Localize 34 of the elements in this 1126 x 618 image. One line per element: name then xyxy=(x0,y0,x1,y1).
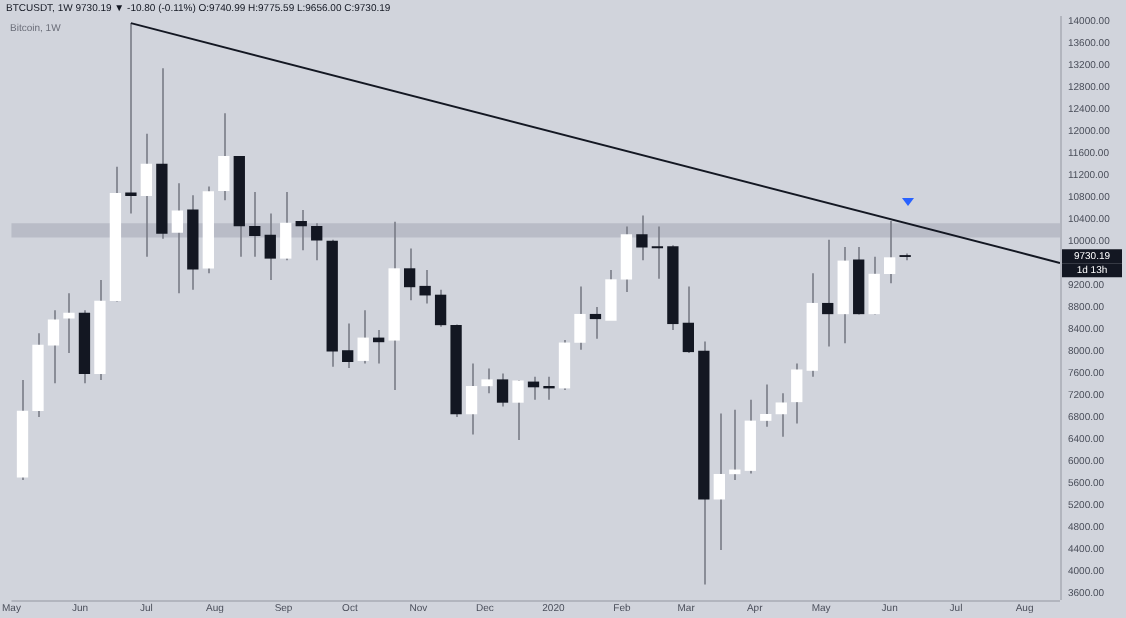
candlestick xyxy=(280,191,292,261)
candlestick xyxy=(481,367,493,395)
candlestick xyxy=(295,209,307,252)
candlestick xyxy=(884,220,896,285)
candlestick xyxy=(171,182,184,294)
candlestick xyxy=(558,339,571,391)
candlestick xyxy=(620,225,633,293)
candlestick xyxy=(496,372,509,408)
candlestick xyxy=(636,214,648,261)
candlestick xyxy=(403,247,416,302)
candlestick xyxy=(868,256,880,316)
candlestick xyxy=(775,392,787,438)
candlestick xyxy=(713,412,725,551)
candlestick xyxy=(512,379,524,441)
candlestick xyxy=(419,269,431,305)
candlestick xyxy=(357,309,369,365)
candlestick xyxy=(589,306,602,340)
candlestick xyxy=(822,239,834,348)
candlestick xyxy=(760,383,772,428)
candlestick xyxy=(311,222,323,261)
candlestick xyxy=(264,212,276,281)
candlestick xyxy=(682,285,695,354)
candlestick xyxy=(605,269,617,321)
candlestick xyxy=(574,285,586,351)
candlestick xyxy=(434,289,447,328)
candlestick xyxy=(218,112,230,202)
candlestick xyxy=(342,322,354,369)
candlestick xyxy=(249,191,261,258)
candlestick xyxy=(63,292,75,354)
candlestick xyxy=(465,362,478,436)
candlestick xyxy=(791,362,803,425)
candlestick xyxy=(140,132,153,258)
candlestick xyxy=(651,225,664,280)
candlestick xyxy=(47,309,60,385)
